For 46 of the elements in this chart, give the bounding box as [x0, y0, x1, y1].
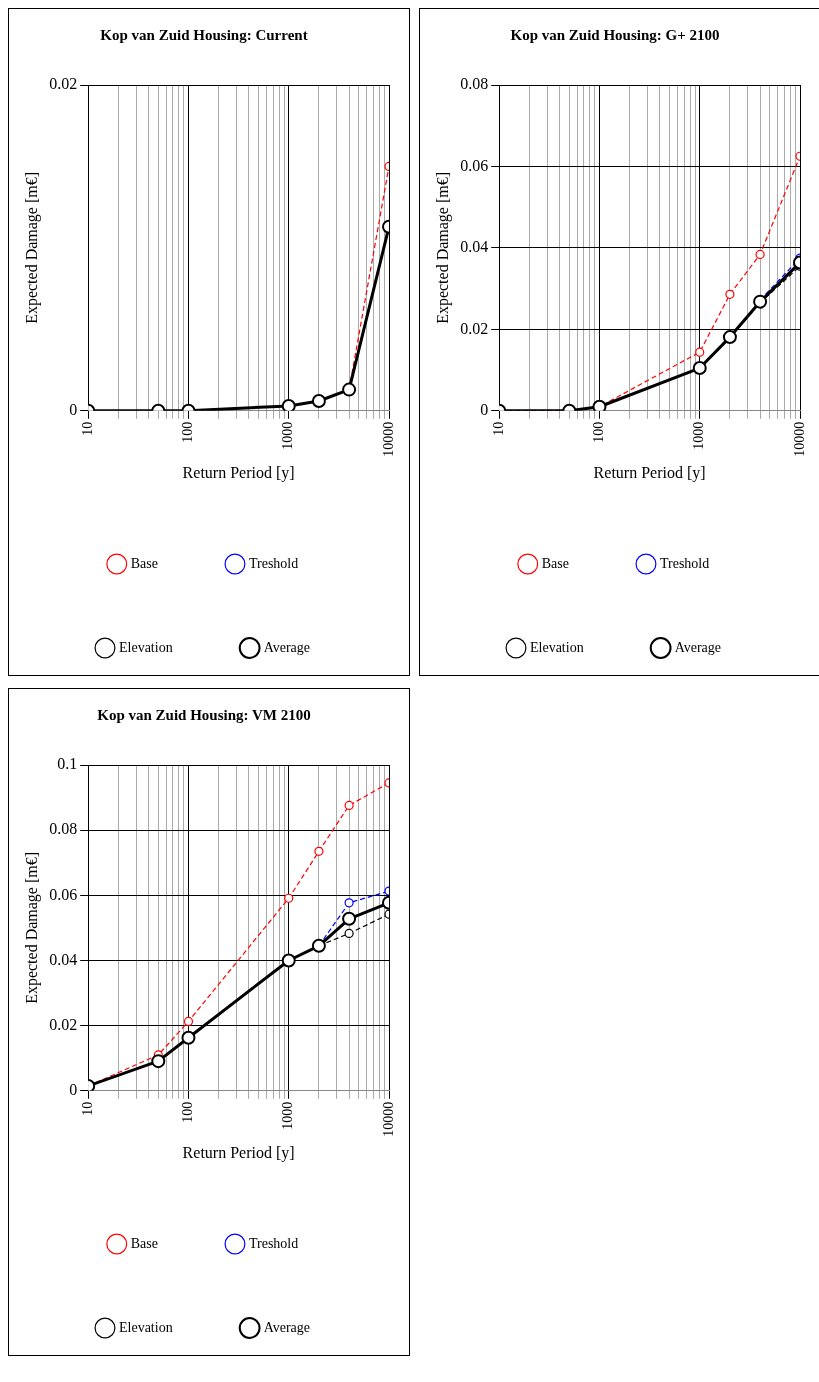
y-tick-label: 0.08	[460, 75, 489, 93]
y-tick-label: 0.04	[49, 950, 78, 968]
x-tick-label: 10000	[380, 1101, 396, 1137]
legend-label: Treshold	[659, 555, 710, 571]
chart-title: Kop van Zuid Housing: G+ 2100	[510, 26, 720, 43]
legend-label: Elevation	[118, 639, 173, 655]
y-tick-label: 0	[69, 401, 78, 418]
legend-label: Elevation	[118, 1319, 173, 1335]
x-tick-label: 100	[591, 421, 607, 443]
x-tick-label: 1000	[280, 1101, 296, 1130]
y-axis-title: Expected Damage [m€]	[22, 171, 41, 324]
y-tick-label: 0.02	[49, 1015, 78, 1033]
x-tick-label: 10000	[380, 421, 396, 457]
legend-label: Base	[130, 1235, 158, 1251]
y-tick-label: 0.04	[460, 238, 489, 256]
chart-title: Kop van Zuid Housing: VM 2100	[97, 706, 311, 723]
x-tick-label: 10	[79, 421, 95, 436]
x-tick-label: 10000	[791, 421, 807, 457]
y-tick-label: 0.08	[49, 820, 78, 838]
x-tick-label: 100	[180, 1101, 196, 1123]
x-tick-label: 10	[490, 421, 506, 436]
x-tick-label: 1000	[280, 421, 296, 450]
y-tick-label: 0.06	[460, 156, 489, 174]
legend-label: Average	[263, 1319, 311, 1335]
y-axis-title: Expected Damage [m€]	[433, 171, 452, 324]
y-tick-label: 0	[69, 1081, 78, 1098]
chart-title: Kop van Zuid Housing: Current	[100, 26, 308, 43]
x-axis-title: Return Period [y]	[593, 463, 706, 482]
y-tick-label: 0.02	[49, 75, 78, 93]
legend-label: Average	[674, 639, 722, 655]
y-tick-label: 0.06	[49, 885, 78, 903]
y-tick-label: 0.02	[460, 319, 489, 337]
x-axis-title: Return Period [y]	[182, 463, 295, 482]
legend-label: Treshold	[248, 555, 299, 571]
legend-label: Elevation	[529, 639, 584, 655]
y-tick-label: 0	[480, 401, 489, 418]
x-tick-label: 10	[79, 1101, 95, 1116]
legend-label: Average	[263, 639, 311, 655]
y-tick-label: 0.1	[57, 755, 78, 773]
legend-label: Treshold	[248, 1235, 299, 1251]
x-tick-label: 100	[180, 421, 196, 443]
x-tick-label: 1000	[691, 421, 707, 450]
y-axis-title: Expected Damage [m€]	[22, 851, 41, 1004]
x-axis-title: Return Period [y]	[182, 1143, 295, 1162]
legend-label: Base	[130, 555, 158, 571]
legend-label: Base	[541, 555, 569, 571]
